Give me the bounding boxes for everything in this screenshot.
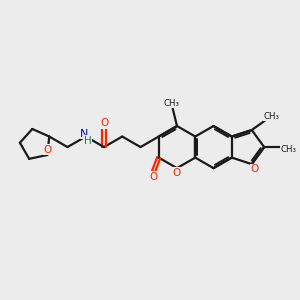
Text: CH₃: CH₃ — [280, 145, 296, 154]
Text: O: O — [149, 172, 158, 182]
Text: N: N — [80, 129, 88, 139]
Text: O: O — [173, 167, 181, 178]
Text: CH₃: CH₃ — [264, 112, 280, 121]
Text: H: H — [84, 136, 92, 146]
Text: O: O — [250, 164, 259, 174]
Text: O: O — [44, 145, 52, 155]
Text: O: O — [100, 118, 108, 128]
Text: CH₃: CH₃ — [163, 99, 179, 108]
